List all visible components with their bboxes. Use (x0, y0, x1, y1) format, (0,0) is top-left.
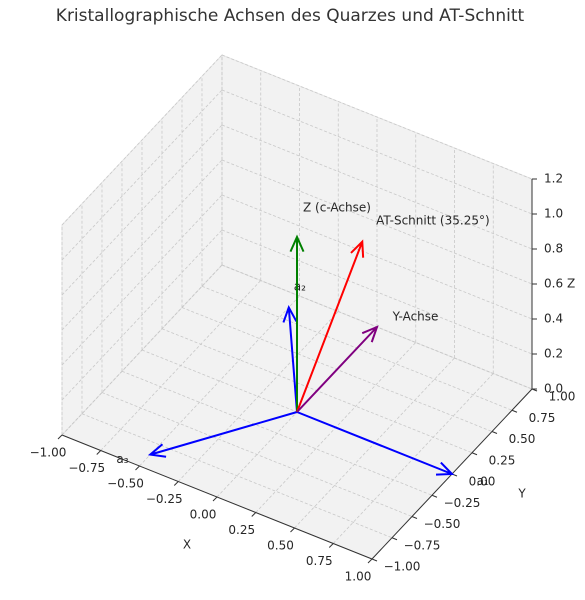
grid-line (221, 159, 533, 285)
vector-arrow (296, 325, 379, 413)
x-tick (57, 434, 63, 440)
x-tick (173, 481, 179, 486)
z-tick-label: 1.0 (544, 207, 563, 221)
vector-label: a₃ (116, 452, 128, 466)
z-tick-label: 0.4 (544, 312, 563, 326)
y-tick-label: 0.50 (509, 432, 536, 446)
y-tick-label: 0.25 (489, 453, 516, 467)
grid-line (221, 54, 533, 180)
vector-label: a₁ (477, 474, 489, 488)
x-tick-label: −0.75 (68, 461, 105, 475)
grid-line (221, 194, 533, 320)
z-tick-label: 0.2 (544, 347, 563, 361)
grid-line (81, 413, 393, 539)
x-tick (290, 527, 295, 533)
x-tick (251, 512, 257, 517)
x-tick-label: −0.50 (107, 477, 144, 491)
y-tick (471, 452, 478, 456)
vector-label: Y-Achse (392, 309, 439, 323)
z-tick-label: 1.2 (544, 172, 563, 186)
z-tick-label: 0.6 (544, 277, 563, 291)
x-tick-label: 1.00 (345, 570, 372, 584)
chart-title: Kristallographische Achsen des Quarzes u… (56, 6, 525, 26)
grid-line (61, 159, 223, 331)
y-tick (431, 494, 438, 498)
grid-line (221, 124, 533, 250)
vector-label: AT-Schnitt (35.25°) (376, 214, 490, 228)
x-tick (135, 465, 140, 471)
vector-arrow (296, 411, 455, 476)
grid-line (221, 89, 533, 215)
y-tick (491, 431, 498, 434)
x-tick-label: 0.25 (228, 523, 255, 537)
y-tick (391, 537, 398, 541)
z-axis-label: Z (567, 277, 575, 291)
grid-line (61, 89, 223, 261)
vector-arrow (282, 304, 298, 413)
z-tick-label: 0.0 (544, 382, 563, 396)
vector-label: a₂ (294, 279, 306, 293)
vector-label: Z (c-Achse) (303, 201, 371, 215)
y-tick-label: 0.75 (529, 411, 556, 425)
x-tick (367, 558, 373, 564)
y-tick-label: 1.00 (549, 390, 576, 404)
vector-arrow (296, 239, 365, 413)
y-tick-label: −1.00 (384, 560, 421, 574)
vector-arrow (147, 411, 298, 458)
vector-arrow (289, 234, 305, 412)
grid-line (101, 392, 413, 517)
x-tick-label: −1.00 (30, 446, 67, 460)
grid-line (61, 194, 223, 366)
x-axis-label: X (183, 538, 191, 552)
x-tick (96, 450, 102, 455)
grid-line (61, 264, 223, 436)
y-tick-label: 0.00 (469, 475, 496, 489)
grid-line (61, 124, 223, 296)
y-tick (371, 558, 378, 562)
x-tick-label: −0.25 (146, 492, 183, 506)
x-tick-label: 0.75 (306, 554, 333, 568)
y-tick-label: −0.50 (424, 517, 461, 531)
y-tick (411, 516, 418, 519)
x-tick-label: 0.00 (190, 508, 217, 522)
y-axis-label: Y (517, 487, 526, 501)
grid-line (139, 295, 300, 467)
grid-line (61, 229, 223, 401)
x-tick-label: 0.50 (267, 539, 294, 553)
x-tick (328, 543, 334, 548)
grid-line (61, 54, 223, 226)
grid-line (121, 370, 433, 496)
z-tick-label: 0.8 (544, 242, 563, 256)
y-tick (511, 409, 518, 413)
y-tick-label: −0.25 (444, 496, 481, 510)
y-tick-label: −0.75 (404, 538, 441, 552)
grid-line (221, 229, 533, 355)
x-tick (212, 496, 218, 502)
